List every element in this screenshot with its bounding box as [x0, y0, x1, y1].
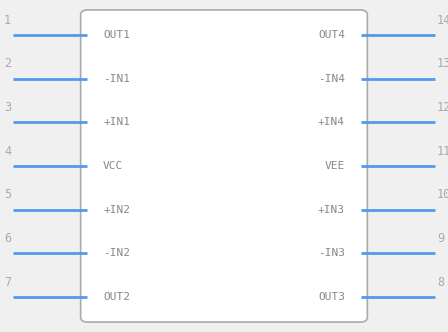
- Text: VCC: VCC: [103, 161, 123, 171]
- Text: 6: 6: [4, 232, 11, 245]
- Text: 12: 12: [437, 101, 448, 114]
- Text: 10: 10: [437, 189, 448, 202]
- Text: 14: 14: [437, 14, 448, 27]
- Text: 3: 3: [4, 101, 11, 114]
- Text: 5: 5: [4, 189, 11, 202]
- Text: 11: 11: [437, 145, 448, 158]
- Text: -IN2: -IN2: [103, 248, 130, 258]
- Text: +IN3: +IN3: [318, 205, 345, 215]
- Text: VEE: VEE: [325, 161, 345, 171]
- Text: 8: 8: [437, 276, 444, 289]
- Text: -IN1: -IN1: [103, 74, 130, 84]
- Text: 7: 7: [4, 276, 11, 289]
- Text: OUT3: OUT3: [318, 292, 345, 302]
- Text: 9: 9: [437, 232, 444, 245]
- Text: +IN4: +IN4: [318, 117, 345, 127]
- Text: OUT4: OUT4: [318, 30, 345, 40]
- Text: OUT2: OUT2: [103, 292, 130, 302]
- Text: -IN4: -IN4: [318, 74, 345, 84]
- Text: 4: 4: [4, 145, 11, 158]
- Text: 2: 2: [4, 57, 11, 70]
- Text: +IN2: +IN2: [103, 205, 130, 215]
- Text: OUT1: OUT1: [103, 30, 130, 40]
- Text: 13: 13: [437, 57, 448, 70]
- Text: 1: 1: [4, 14, 11, 27]
- Text: -IN3: -IN3: [318, 248, 345, 258]
- Text: +IN1: +IN1: [103, 117, 130, 127]
- FancyBboxPatch shape: [81, 10, 367, 322]
